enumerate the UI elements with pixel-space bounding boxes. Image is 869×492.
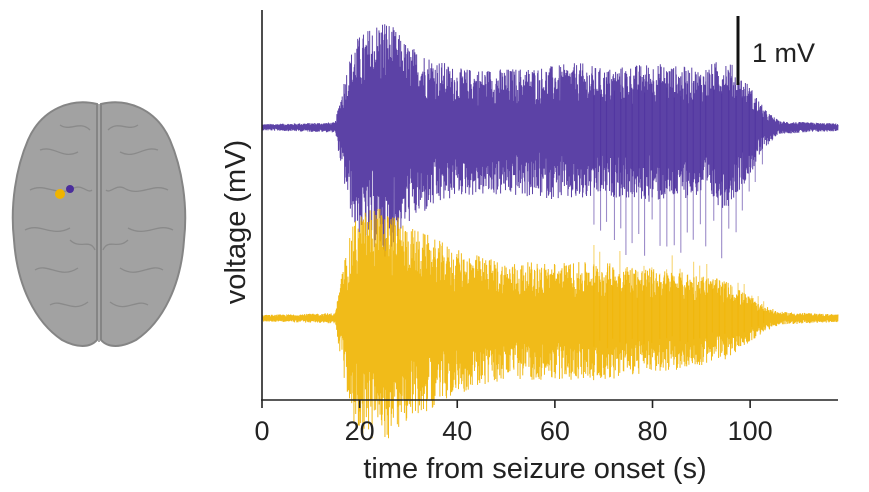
series-trace-2 xyxy=(261,208,839,439)
brain-inset xyxy=(11,101,187,347)
scale-bar-label: 1 mV xyxy=(752,38,815,68)
x-tick-label: 100 xyxy=(728,416,773,446)
brain-right-hemisphere xyxy=(100,101,187,347)
electrode-purple-marker xyxy=(66,185,74,193)
x-tick-label: 80 xyxy=(637,416,667,446)
series-layer xyxy=(261,24,839,439)
series-spike-discharges xyxy=(593,77,763,259)
brain-sulci xyxy=(24,124,174,308)
x-tick-label: 0 xyxy=(254,416,269,446)
series-trace-line xyxy=(261,208,839,439)
x-tick-label: 20 xyxy=(345,416,375,446)
x-tick-label: 60 xyxy=(540,416,570,446)
x-tick-label: 40 xyxy=(442,416,472,446)
series-trace-1 xyxy=(261,24,839,259)
brain-left-hemisphere xyxy=(11,101,98,347)
y-axis-label: voltage (mV) xyxy=(220,140,252,304)
x-ticks: 0 20 40 60 80 100 xyxy=(254,400,773,446)
series-spike-discharges xyxy=(593,244,765,349)
x-axis-label: time from seizure onset (s) xyxy=(363,453,706,485)
scale-bar: 1 mV xyxy=(736,16,815,85)
electrode-yellow-marker xyxy=(55,189,65,199)
